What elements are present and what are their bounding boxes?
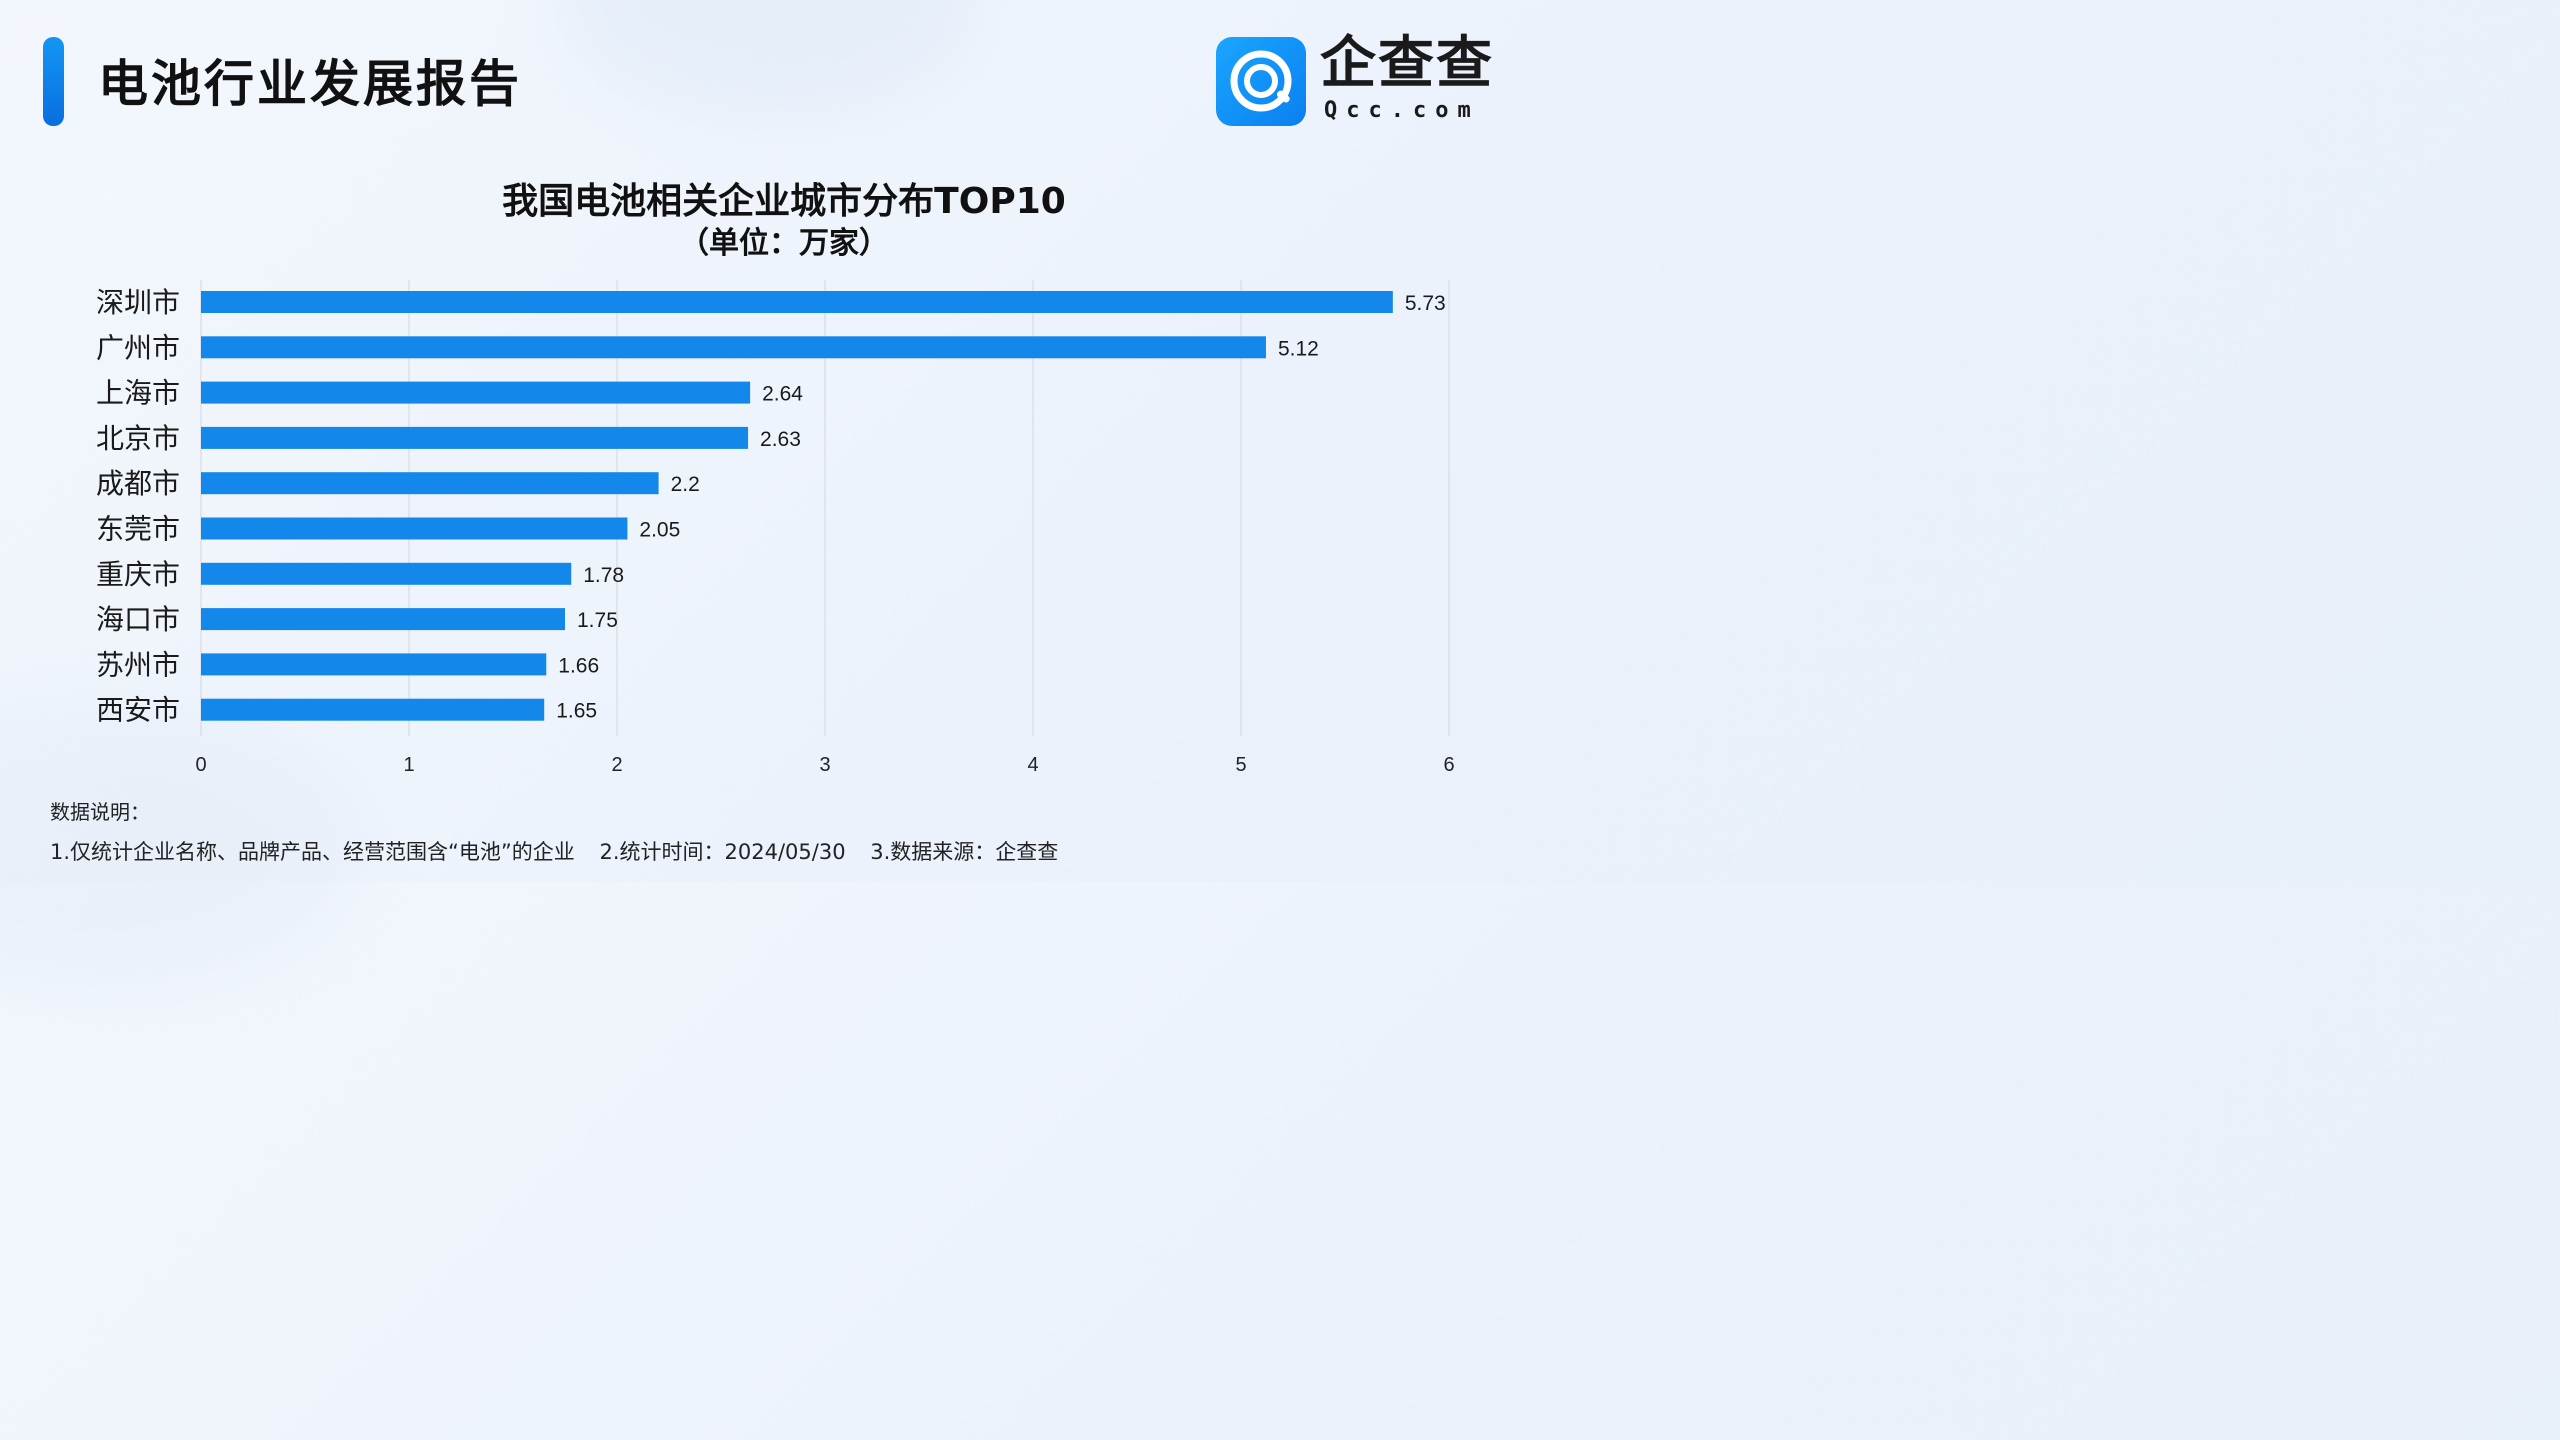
y-category-label: 成都市: [96, 467, 180, 500]
bar: [201, 381, 751, 404]
data-label: 5.73: [1405, 292, 1446, 315]
y-category-label: 上海市: [96, 377, 180, 410]
bar: [201, 472, 659, 495]
bar: [201, 698, 545, 721]
data-label: 2.2: [671, 473, 700, 496]
y-category-label: 苏州市: [96, 648, 180, 681]
bar: [201, 562, 572, 585]
chart-title: 我国电池相关企业城市分布TOP10: [502, 181, 1066, 222]
data-label: 1.75: [577, 609, 618, 632]
y-category-label: 重庆市: [96, 558, 180, 591]
y-category-label: 深圳市: [96, 286, 180, 319]
bar: [201, 653, 547, 676]
note-item: 3.数据来源：企查查: [870, 840, 1059, 864]
bar: [201, 426, 749, 449]
note-item: 2.统计时间：2024/05/30: [599, 840, 846, 864]
x-tick-label: 2: [611, 754, 622, 776]
brand-name: 企查查: [1320, 31, 1494, 96]
note-item: 1.仅统计企业名称、品牌产品、经营范围含“电池”的企业: [50, 840, 575, 864]
y-category-label: 北京市: [96, 422, 180, 455]
bar: [201, 517, 628, 540]
y-category-label: 广州市: [96, 331, 180, 364]
data-label: 5.12: [1278, 337, 1319, 360]
data-label: 2.64: [762, 383, 803, 406]
qcc-logo-icon: [1216, 37, 1306, 126]
x-tick-label: 3: [819, 754, 830, 776]
y-category-label: 东莞市: [96, 513, 180, 546]
header-accent-bar: [43, 37, 64, 126]
data-label: 2.63: [760, 428, 801, 451]
x-tick-label: 1: [403, 754, 414, 776]
bar: [201, 608, 565, 631]
data-label: 2.05: [639, 519, 680, 542]
bar-chart: 0 1 2 3 4 5 6 深圳市 5.73 广州市 5.12 上海市 2.64 北京市 2.63 成都市 2.…: [96, 280, 1455, 776]
notes-heading: 数据说明：: [50, 800, 150, 824]
data-label: 1.66: [558, 654, 599, 677]
bar: [201, 336, 1266, 359]
data-label: 1.78: [583, 564, 624, 587]
x-tick-label: 6: [1443, 754, 1454, 776]
x-tick-label: 0: [195, 754, 206, 776]
bar: [201, 291, 1393, 313]
x-tick-label: 5: [1235, 754, 1246, 776]
notes-line: 1.仅统计企业名称、品牌产品、经营范围含“电池”的企业 2.统计时间：2024/…: [50, 836, 1076, 866]
x-tick-label: 4: [1027, 754, 1038, 776]
chart-subtitle: （单位：万家）: [679, 226, 889, 261]
brand-domain: Qcc.com: [1324, 98, 1480, 123]
y-category-label: 海口市: [96, 603, 180, 636]
y-category-label: 西安市: [96, 694, 180, 727]
report-title: 电池行业发展报告: [98, 55, 522, 113]
data-label: 1.65: [556, 700, 597, 723]
